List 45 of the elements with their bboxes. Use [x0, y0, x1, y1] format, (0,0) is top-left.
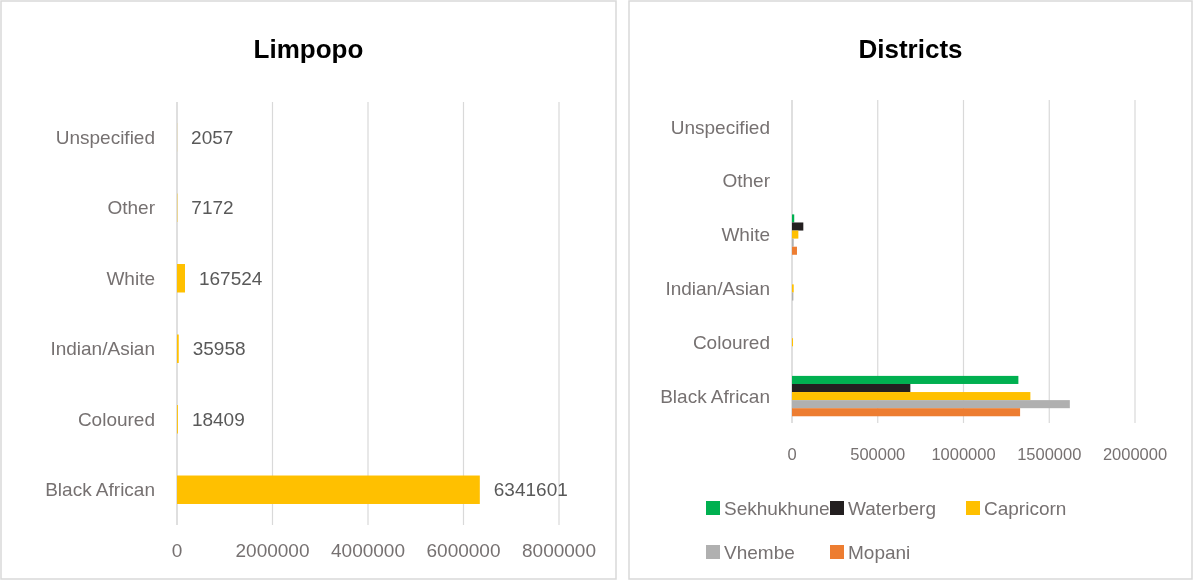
legend-label: Vhembe — [724, 541, 795, 563]
x-tick-label: 500000 — [850, 445, 906, 463]
data-label: 35958 — [192, 338, 246, 360]
bar — [792, 400, 1070, 409]
x-tick-label: 1500000 — [1017, 445, 1082, 463]
data-label: 6341601 — [493, 479, 568, 501]
chart-title: Districts — [858, 34, 963, 64]
bar — [792, 246, 797, 255]
bar — [792, 383, 911, 393]
x-tick-label: 1000000 — [931, 445, 996, 463]
x-tick-label: 4000000 — [331, 540, 405, 561]
x-tick-label: 0 — [787, 445, 797, 463]
y-tick-label: Indian/Asian — [50, 338, 155, 360]
bar — [177, 475, 480, 504]
y-tick-label: Unspecified — [55, 126, 155, 148]
x-tick-label: 2000000 — [1102, 445, 1168, 463]
y-tick-label: Other — [722, 170, 771, 192]
y-tick-label: Other — [107, 197, 156, 219]
legend-label: Mopani — [848, 541, 911, 563]
y-tick-label: Unspecified — [670, 116, 770, 138]
bar — [177, 264, 185, 293]
bar — [792, 222, 804, 231]
data-label: 167524 — [199, 267, 263, 289]
x-tick-label: 6000000 — [426, 540, 501, 561]
legend-label: Waterberg — [848, 497, 936, 519]
x-tick-label: 2000000 — [235, 540, 310, 561]
data-label: 18409 — [191, 408, 245, 430]
bar — [792, 392, 1031, 401]
chart-title: Limpopo — [253, 34, 364, 64]
legend-label: Capricorn — [984, 497, 1067, 519]
legend-label: Sekhukhune — [724, 497, 830, 519]
data-label: 7172 — [191, 197, 234, 219]
y-tick-label: White — [721, 224, 770, 246]
y-tick-label: Coloured — [692, 331, 770, 353]
y-tick-label: White — [106, 267, 155, 289]
y-tick-label: Black African — [660, 385, 770, 407]
x-tick-label: 8000000 — [522, 540, 596, 561]
y-tick-label: Coloured — [77, 408, 155, 430]
bar — [792, 230, 799, 239]
bar — [792, 408, 1021, 417]
y-tick-label: Black African — [45, 479, 155, 501]
x-tick-label: 0 — [171, 540, 183, 561]
y-tick-label: Indian/Asian — [665, 278, 770, 300]
data-label: 2057 — [191, 126, 234, 148]
bar — [792, 375, 1019, 384]
